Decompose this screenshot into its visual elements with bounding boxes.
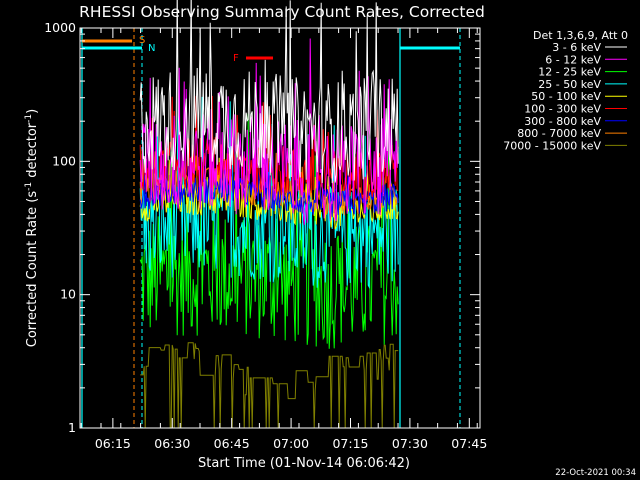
y-tick-label: 10	[60, 287, 76, 302]
y-tick-label: 1000	[44, 20, 76, 35]
legend-label-7: 800 - 7000 keV	[517, 127, 601, 140]
x-axis-label: Start Time (01-Nov-14 06:06:42)	[198, 456, 410, 471]
chart-title: RHESSI Observing Summary Count Rates, Co…	[79, 3, 485, 21]
series-line-6	[139, 158, 399, 218]
series-line-0	[139, 0, 399, 184]
x-tick-label: 07:00	[273, 436, 309, 451]
legend-label-1: 6 - 12 keV	[545, 53, 601, 66]
x-tick-label: 06:45	[214, 436, 250, 451]
x-tick-label: 07:30	[392, 436, 428, 451]
legend-label-6: 300 - 800 keV	[524, 115, 601, 128]
legend-label-8: 7000 - 15000 keV	[503, 139, 601, 152]
y-tick-label: 100	[52, 153, 76, 168]
x-tick-label: 07:15	[332, 436, 368, 451]
legend-label-4: 50 - 100 keV	[531, 90, 601, 103]
legend-header: Det 1,3,6,9, Att 0	[533, 29, 628, 42]
legend-label-0: 3 - 6 keV	[552, 41, 601, 54]
plot-frame	[79, 27, 481, 429]
x-tick-label: 06:15	[95, 436, 131, 451]
x-tick-label: 07:45	[451, 436, 487, 451]
plot-area: SN F	[81, 0, 461, 429]
legend-label-3: 25 - 50 keV	[538, 78, 601, 91]
night-flag-label: N	[148, 43, 155, 54]
legend-label-2: 12 - 25 keV	[538, 66, 601, 79]
x-tick-label: 06:30	[154, 436, 190, 451]
y-axis-label: Corrected Count Rate (s-1 detector-1)	[24, 109, 40, 347]
footer-timestamp: 22-Oct-2021 00:34	[555, 468, 636, 478]
y-tick-label: 1	[68, 420, 76, 435]
axes: 1 10 100 1000 06:15 06:30 06:45 07:00 07:15 07:30…	[44, 20, 487, 451]
legend-label-5: 100 - 300 keV	[524, 103, 601, 116]
saa-flag-label: S	[139, 35, 145, 46]
flare-flag-label: F	[233, 53, 239, 64]
